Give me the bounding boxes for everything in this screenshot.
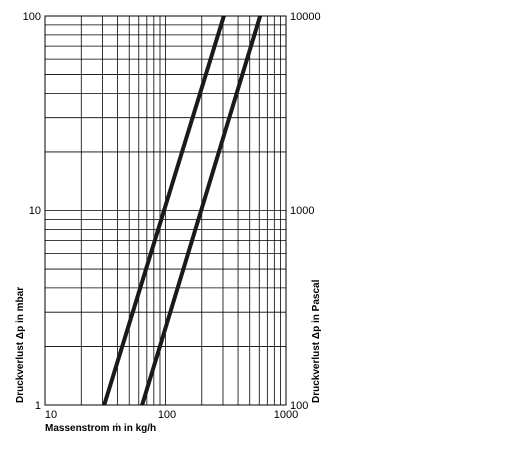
y-tick-label-left: 1	[35, 400, 41, 412]
series-line	[140, 15, 263, 406]
y-tick-label-left: 100	[23, 11, 41, 23]
y-tick-label-left: 10	[29, 205, 41, 217]
plot-frame	[44, 15, 287, 406]
x-axis-title: Massenstrom ṁ in kg/h	[45, 423, 156, 434]
y-axis-title-left: Druckverlust Δp in mbar	[15, 287, 26, 403]
y-tick-label-right: 1000	[290, 205, 314, 217]
y-tick-label-right: 10000	[290, 11, 321, 23]
y-tick-label-right: 100	[290, 400, 308, 412]
x-tick-label: 100	[158, 409, 176, 421]
x-tick-label: 1000	[274, 409, 298, 421]
y-axis-title-right: Druckverlust Δp in Pascal	[311, 279, 322, 403]
series-group	[102, 15, 263, 406]
grid-lines	[45, 16, 286, 405]
series-line	[102, 15, 226, 406]
x-tick-label: 10	[45, 409, 57, 421]
